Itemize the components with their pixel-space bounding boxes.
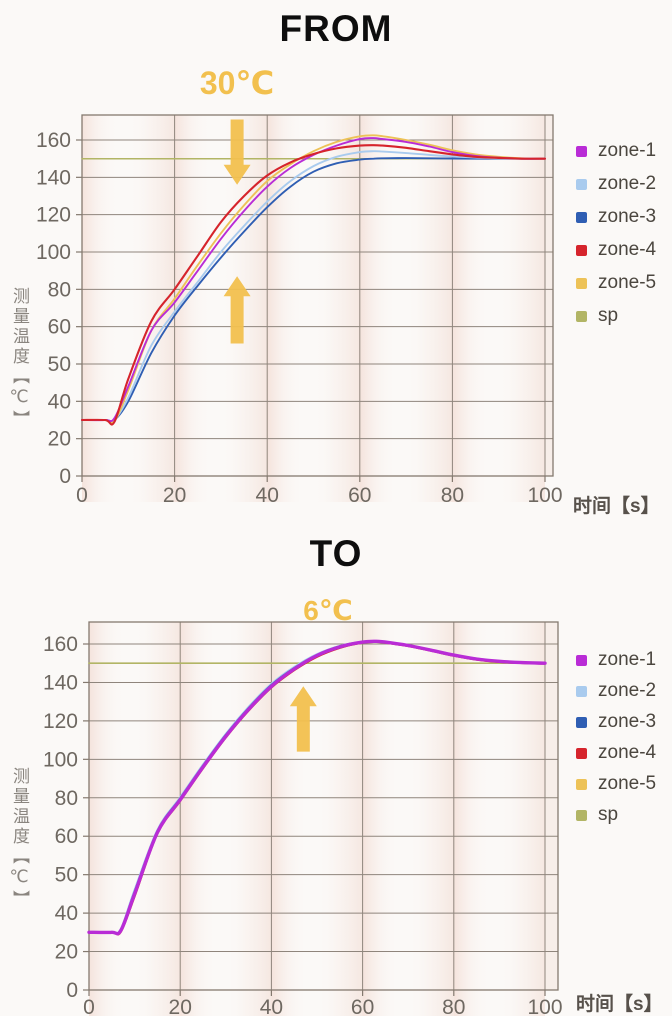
series-zone-1 [87,639,547,936]
series-zone-2 [81,150,546,423]
legend-item-zone-4: zone-4 [576,743,656,763]
legend-label: zone-3 [598,711,657,732]
svg-text:0: 0 [83,996,95,1016]
legend-item-zone-3: zone-3 [576,207,656,227]
legend-swatch-sp [576,809,587,821]
svg-text:140: 140 [36,166,71,189]
legend-label: zone-5 [598,773,657,794]
legend-item-zone-5: zone-5 [576,273,656,293]
svg-text:20: 20 [169,996,192,1016]
x-axis-title-from: 时间【s】 [573,496,660,517]
svg-text:160: 160 [43,633,78,656]
legend-label: zone-2 [598,173,657,194]
svg-text:100: 100 [43,748,78,771]
svg-text:40: 40 [256,484,279,507]
svg-text:80: 80 [442,996,465,1016]
legend-label: sp [598,804,619,825]
x-axis-title-to: 时间【s】 [576,994,663,1015]
svg-text:140: 140 [43,671,78,694]
legend-swatch-zone-4 [576,747,587,759]
chart-title-to: TO [309,533,363,574]
legend-swatch-zone-4 [576,244,587,256]
svg-text:20: 20 [48,428,71,451]
svg-text:60: 60 [348,484,371,507]
svg-text:100: 100 [527,996,562,1016]
annotation-label-to: 6℃ [303,595,353,626]
legend-label: zone-1 [598,140,657,161]
legend-swatch-zone-3 [576,716,587,728]
legend-label: zone-4 [598,742,657,763]
svg-text:160: 160 [36,129,71,152]
svg-text:80: 80 [48,278,71,301]
svg-text:50: 50 [55,864,78,887]
svg-text:40: 40 [260,996,283,1016]
svg-text:0: 0 [76,484,88,507]
legend-swatch-zone-1 [576,145,587,157]
legend-swatch-zone-2 [576,178,587,190]
legend-swatch-zone-5 [576,778,587,790]
legend-item-zone-4: zone-4 [576,240,656,260]
legend-label: zone-1 [598,649,657,670]
annotation-arrow-up-icon [289,686,317,752]
plot-svg-to: 0 20 40 50 60 80 100 120 140 160 0 20 40 60 80 100 [43,621,563,1016]
legend-label: zone-2 [598,680,657,701]
legend-item-zone-1: zone-1 [576,141,656,161]
series-zone-3 [81,157,546,423]
annotation-arrow-up-icon [223,276,251,344]
legend-item-zone-2: zone-2 [576,174,656,194]
svg-text:80: 80 [441,484,464,507]
svg-text:60: 60 [55,825,78,848]
svg-text:0: 0 [59,465,71,488]
svg-text:100: 100 [527,484,562,507]
svg-text:40: 40 [55,902,78,925]
legend-item-sp: sp [576,306,656,326]
svg-text:60: 60 [48,316,71,339]
svg-text:80: 80 [55,787,78,810]
legend-swatch-zone-5 [576,277,587,289]
svg-text:40: 40 [48,390,71,413]
legend-swatch-zone-2 [576,685,587,697]
legend-label: zone-3 [598,206,657,227]
legend-item-zone-5: zone-5 [576,774,656,794]
svg-text:0: 0 [66,979,78,1002]
plot-svg-from: 0 20 40 50 60 80 100 120 140 160 0 20 40 60 80 100 [36,114,563,507]
legend-label: zone-4 [598,239,657,260]
y-axis-title-from: 测量温度【℃】 [10,286,29,430]
legend-swatch-zone-1 [576,654,587,666]
legend-item-zone-3: zone-3 [576,712,656,732]
svg-text:20: 20 [55,941,78,964]
legend-swatch-sp [576,310,587,322]
legend-item-zone-2: zone-2 [576,681,656,701]
y-axis-title-to: 测量温度【℃】 [10,766,29,910]
legend-label: sp [598,305,619,326]
svg-text:50: 50 [48,353,71,376]
svg-text:120: 120 [43,710,78,733]
chart-title-from: FROM [279,8,393,49]
legend-swatch-zone-3 [576,211,587,223]
svg-text:120: 120 [36,204,71,227]
annotation-label-from: 30℃ [199,65,275,101]
legend-item-sp: sp [576,805,656,825]
svg-text:20: 20 [163,484,186,507]
legend-item-zone-1: zone-1 [576,650,656,670]
legend-to: zone-1 zone-2 zone-3 zone-4 zone-5 sp [576,650,656,825]
svg-text:100: 100 [36,241,71,264]
annotation-arrow-down-icon [223,119,251,185]
svg-text:60: 60 [351,996,374,1016]
legend-from: zone-1 zone-2 zone-3 zone-4 zone-5 sp [576,141,656,326]
legend-label: zone-5 [598,272,657,293]
series-zone-4 [80,144,547,426]
